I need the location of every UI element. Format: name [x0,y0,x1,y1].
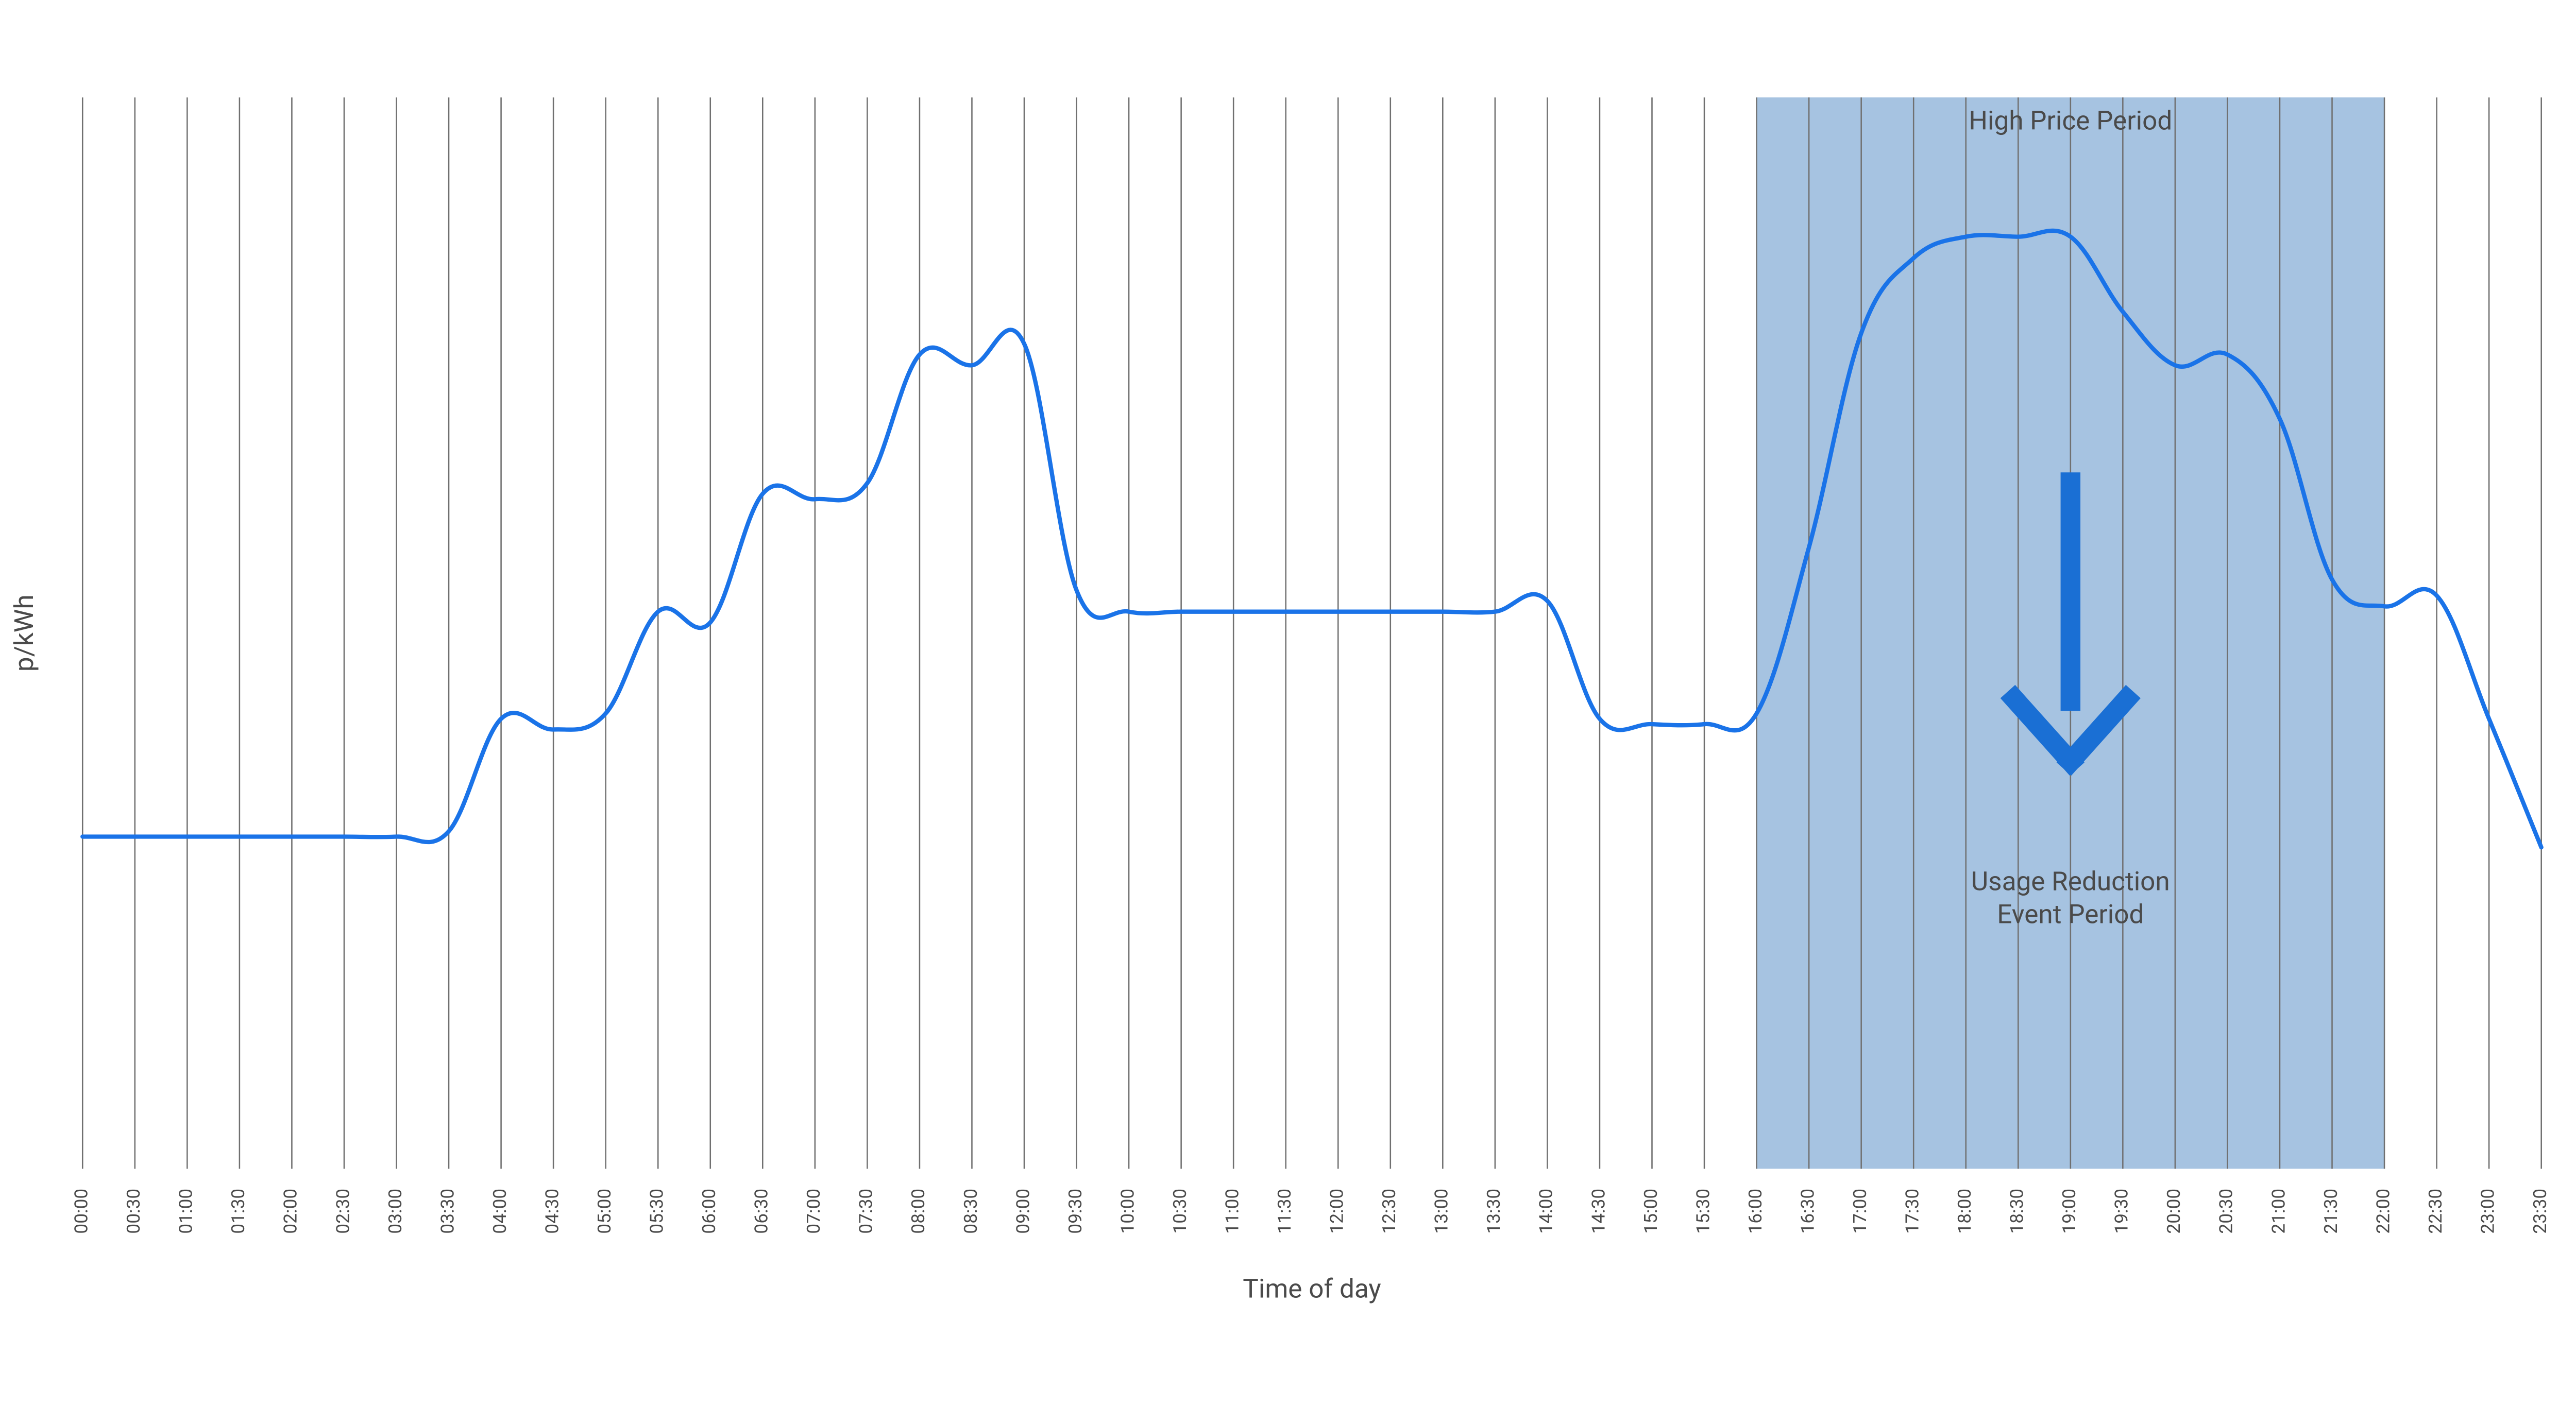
x-tick-label: 12:30 [1378,1189,1400,1234]
x-tick-label: 11:30 [1274,1189,1295,1234]
x-tick-label: 15:00 [1640,1189,1662,1234]
x-tick-label: 00:00 [71,1189,92,1234]
x-tick-label: 06:00 [698,1189,720,1234]
x-tick-label: 19:00 [2058,1189,2080,1234]
x-tick-label: 21:00 [2267,1189,2289,1234]
x-tick-label: 12:00 [1326,1189,1348,1234]
x-tick-label: 20:30 [2215,1189,2237,1234]
x-tick-label: 01:30 [227,1189,249,1234]
high-price-label: High Price Period [1969,105,2172,136]
x-tick-label: 14:30 [1587,1189,1609,1234]
x-tick-label: 18:30 [2006,1189,2028,1234]
x-tick-label: 02:00 [280,1189,301,1234]
x-tick-label: 18:00 [1954,1189,1975,1234]
x-tick-label: 08:30 [960,1189,981,1234]
x-tick-label: 08:00 [907,1189,929,1234]
x-tick-label: 22:00 [2372,1189,2394,1234]
x-tick-label: 02:30 [332,1189,353,1234]
x-tick-label: 04:00 [489,1189,511,1234]
x-tick-label: 10:00 [1116,1189,1138,1234]
x-tick-label: 23:00 [2477,1189,2498,1234]
x-tick-label: 03:30 [436,1189,458,1234]
y-axis-label: p/kWh [8,594,40,672]
chart-svg: 00:00 00:30 01:00 01:30 02:00 02:30 03:00 03:30… [0,0,2576,1423]
x-tick-label: 15:30 [1692,1189,1714,1234]
x-tick-label: 17:30 [1902,1189,1923,1234]
x-tick-label: 04:30 [541,1189,563,1234]
x-axis-label: Time of day [1243,1273,1381,1304]
x-tick-label: 05:00 [594,1189,615,1234]
x-tick-label: 16:00 [1744,1189,1766,1234]
x-tick-label: 06:30 [751,1189,772,1234]
x-tick-label: 07:00 [803,1189,824,1234]
x-tick-label: 19:30 [2111,1189,2132,1234]
x-tick-label: 23:30 [2529,1189,2551,1234]
x-tick-label: 10:30 [1169,1189,1191,1234]
x-tick-label: 16:30 [1797,1189,1818,1234]
x-tick-label: 20:00 [2163,1189,2184,1234]
x-tick-label: 07:30 [855,1189,877,1234]
x-tick-label: 17:00 [1849,1189,1871,1234]
x-tick-label: 05:30 [646,1189,668,1234]
x-tick-label: 22:30 [2425,1189,2446,1234]
x-tick-label: 13:30 [1483,1189,1504,1234]
x-tick-label: 09:00 [1012,1189,1033,1234]
x-tick-label: 00:30 [123,1189,144,1234]
x-tick-label: 01:00 [175,1189,197,1234]
x-tick-label: 14:00 [1535,1189,1557,1234]
price-chart: 00:00 00:30 01:00 01:30 02:00 02:30 03:00 03:30… [0,0,2576,1423]
x-tick-label: 09:30 [1064,1189,1086,1234]
x-tick-label: 11:00 [1221,1189,1243,1234]
x-tick-label: 13:00 [1431,1189,1452,1234]
x-tick-label: 03:00 [384,1189,406,1234]
x-tick-label: 21:30 [2320,1189,2342,1234]
